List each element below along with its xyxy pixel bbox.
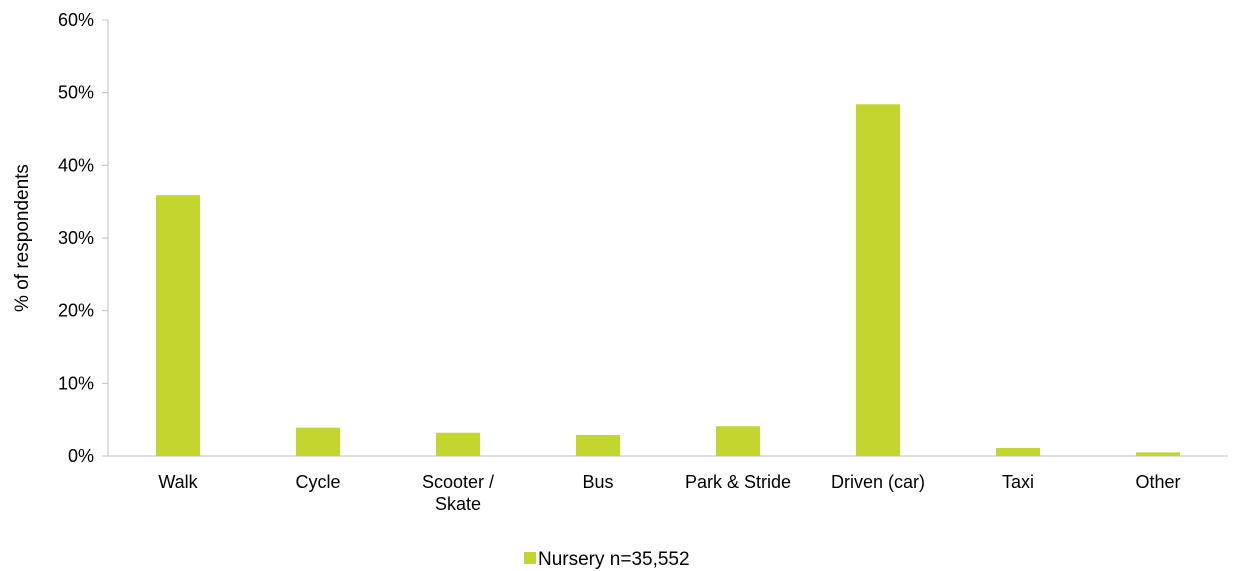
y-tick-label: 40% (58, 155, 94, 175)
x-axis: Walk Cycle Scooter / Skate Bus Park & Stride D… (108, 455, 1228, 514)
bar (1136, 452, 1180, 456)
x-category-label: Scooter / Skate (422, 472, 494, 514)
bars (156, 104, 1180, 457)
x-category-label: Driven (car) (831, 472, 925, 492)
legend-label: Nursery n=35,552 (538, 549, 690, 570)
bar (576, 434, 620, 456)
y-axis-title: % of respondents (12, 164, 33, 312)
bar (716, 426, 760, 456)
bar (856, 104, 900, 456)
y-tick-label: 60% (58, 10, 94, 30)
y-tick-label: 20% (58, 301, 94, 321)
y-tick-label: 30% (58, 228, 94, 248)
legend: Nursery n=35,552 (524, 549, 690, 570)
legend-swatch (524, 552, 536, 564)
x-category-label: Walk (158, 472, 198, 492)
bar (436, 432, 480, 456)
x-category-label: Cycle (295, 472, 340, 492)
x-category-label: Other (1135, 472, 1180, 492)
y-axis: 0% 10% 20% 30% 40% 50% 60% (58, 10, 109, 466)
bar (156, 195, 200, 457)
x-category-label: Taxi (1002, 472, 1034, 492)
x-category-label: Park & Stride (685, 472, 791, 492)
y-tick-label: 10% (58, 373, 94, 393)
x-category-label: Bus (582, 472, 613, 492)
y-tick-label: 50% (58, 83, 94, 103)
bar (296, 427, 340, 456)
bar (996, 448, 1040, 456)
y-tick-label: 0% (68, 446, 94, 466)
